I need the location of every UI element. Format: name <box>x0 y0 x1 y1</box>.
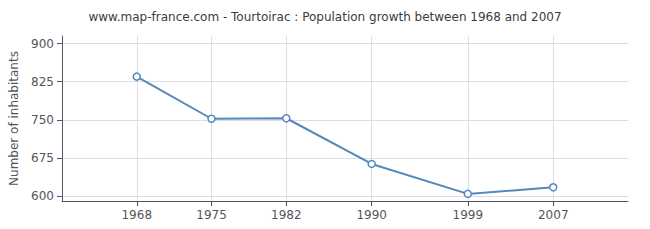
svg-text:1999: 1999 <box>453 208 484 222</box>
svg-text:900: 900 <box>31 37 54 51</box>
svg-text:1975: 1975 <box>196 208 227 222</box>
svg-text:www.map-france.com - Tourtoira: www.map-france.com - Tourtoirac : Popula… <box>88 10 561 24</box>
svg-text:1968: 1968 <box>121 208 152 222</box>
svg-text:2007: 2007 <box>538 208 569 222</box>
svg-text:1982: 1982 <box>271 208 302 222</box>
svg-text:825: 825 <box>31 75 54 89</box>
svg-text:Number of inhabitants: Number of inhabitants <box>7 51 21 186</box>
svg-text:1990: 1990 <box>356 208 387 222</box>
svg-text:600: 600 <box>31 189 54 203</box>
svg-text:750: 750 <box>31 113 54 127</box>
svg-text:675: 675 <box>31 151 54 165</box>
